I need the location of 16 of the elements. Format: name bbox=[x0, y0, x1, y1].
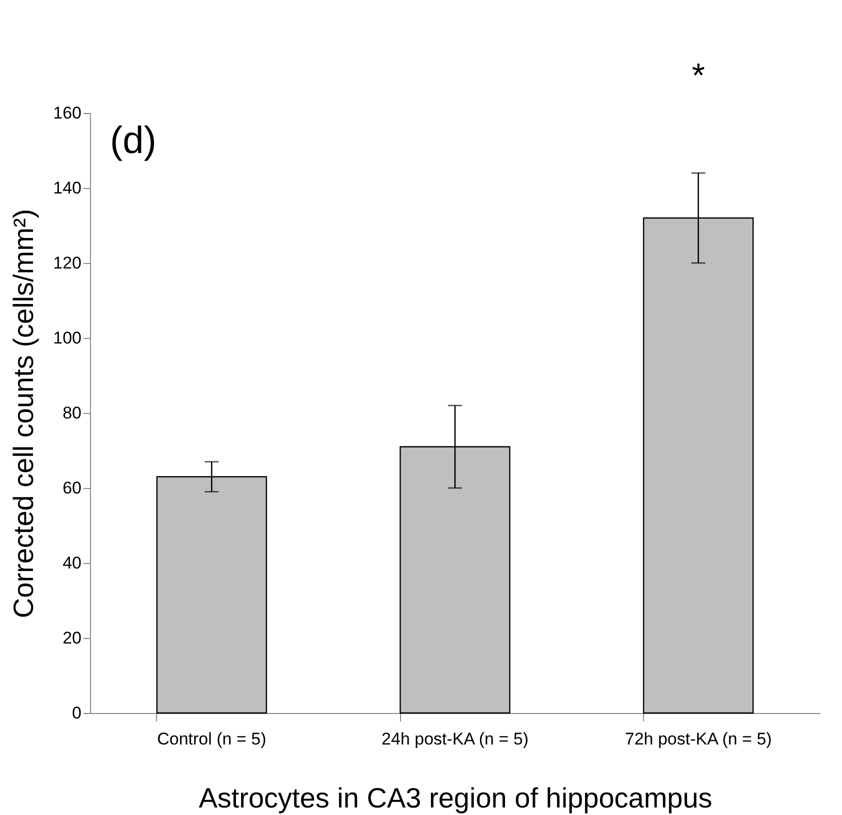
y-tick-label: 160 bbox=[53, 104, 82, 122]
y-tick-label: 40 bbox=[62, 554, 82, 572]
x-tick-label: 24h post-KA (n = 5) bbox=[382, 730, 528, 748]
y-tick-label: 120 bbox=[53, 254, 82, 272]
annotation: (d) bbox=[110, 120, 156, 162]
y-tick-label: 140 bbox=[53, 178, 82, 198]
x-axis-title: Astrocytes in CA3 region of hippocampus bbox=[198, 782, 712, 814]
y-tick-label: 80 bbox=[62, 404, 82, 422]
x-tick-label: 72h post-KA (n = 5) bbox=[624, 730, 772, 748]
y-tick-label: 100 bbox=[53, 328, 82, 348]
y-tick-label: 60 bbox=[62, 478, 82, 498]
y-tick-label: 20 bbox=[62, 628, 82, 648]
x-tick-label: Control (n = 5) bbox=[157, 730, 266, 748]
y-tick-label: 0 bbox=[72, 704, 82, 722]
y-axis-title: Corrected cell counts (cells/mm²) bbox=[8, 208, 40, 618]
text: * bbox=[692, 57, 705, 95]
